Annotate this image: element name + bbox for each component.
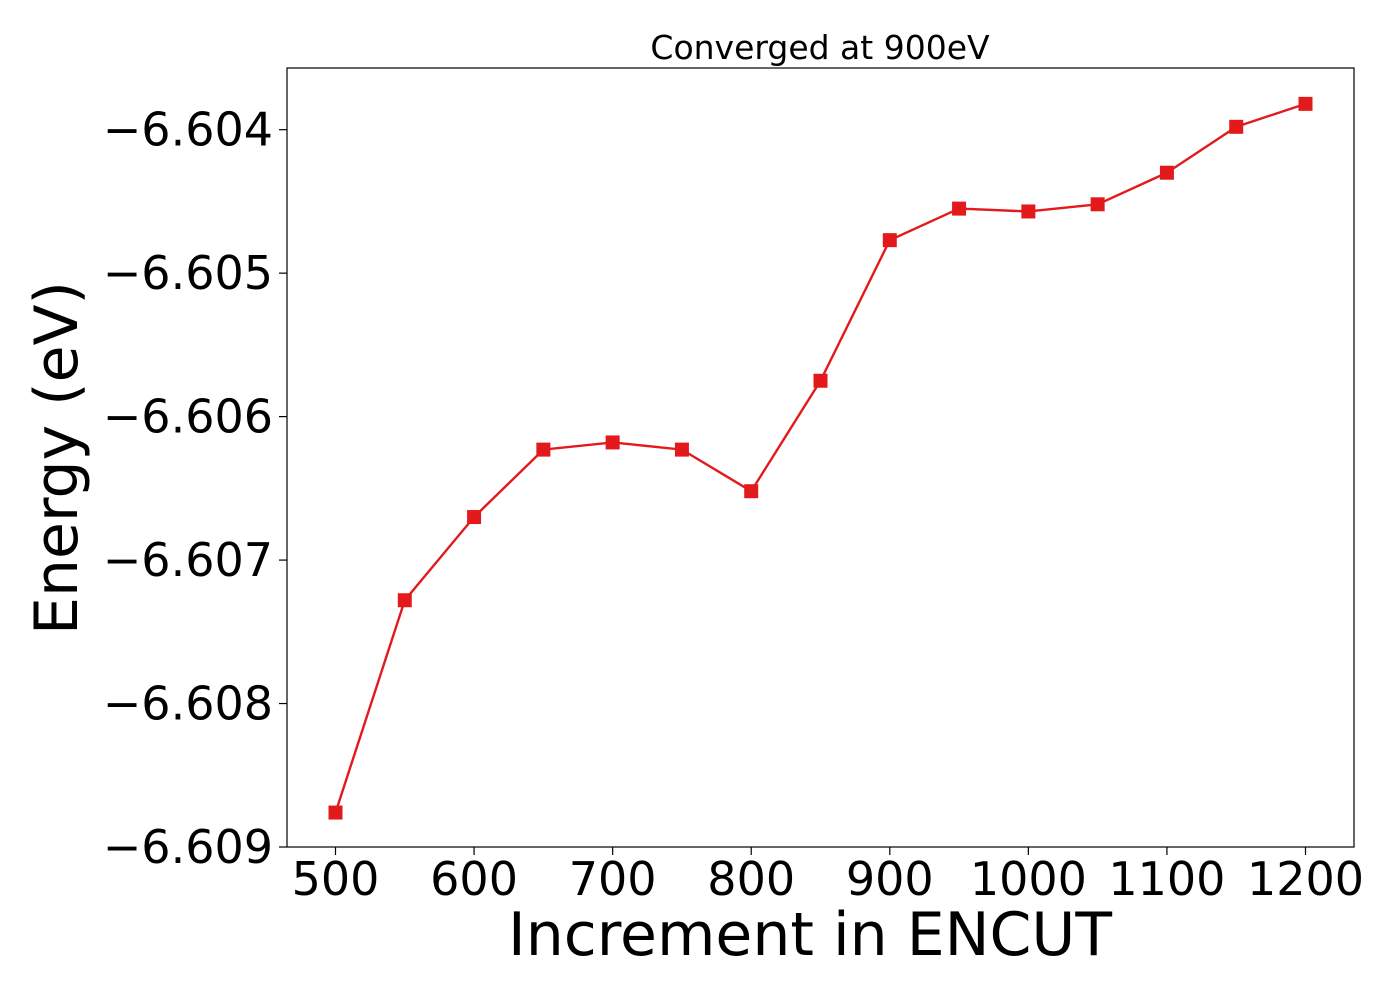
data-point-marker xyxy=(882,233,897,248)
series-line xyxy=(334,102,1306,813)
data-point-marker xyxy=(1021,204,1036,219)
x-tick-label: 1200 xyxy=(1247,852,1364,906)
x-tick-label: 1000 xyxy=(970,852,1087,906)
data-point-marker xyxy=(397,593,412,608)
x-axis-ticks: 500 600 700 800 900 1000 1100 1200 xyxy=(292,847,1364,906)
data-point-marker xyxy=(1298,96,1313,111)
data-point-marker xyxy=(952,201,967,216)
y-tick-label: −6.606 xyxy=(103,390,273,444)
y-tick-label: −6.608 xyxy=(103,677,273,731)
data-point-marker xyxy=(328,805,343,820)
x-tick-label: 1100 xyxy=(1108,852,1225,906)
x-tick-label: 600 xyxy=(430,852,518,906)
y-tick-label: −6.609 xyxy=(103,820,273,874)
x-tick-label: 700 xyxy=(569,852,657,906)
data-point-marker xyxy=(674,442,689,457)
data-point-marker xyxy=(605,435,620,450)
plot-area xyxy=(286,67,1355,848)
data-point-marker xyxy=(1229,119,1244,134)
data-point-marker xyxy=(744,484,759,499)
x-axis-label: Increment in ENCUT xyxy=(508,900,1112,970)
data-point-marker xyxy=(813,373,828,388)
y-tick-label: −6.605 xyxy=(103,246,273,300)
y-axis-label: Energy (eV) xyxy=(22,281,92,635)
x-tick-label: 500 xyxy=(292,852,380,906)
series-layer xyxy=(328,96,1313,820)
y-axis-ticks: −6.604 −6.605 −6.606 −6.607 −6.608 −6.609 xyxy=(103,103,287,874)
x-tick-label: 900 xyxy=(846,852,934,906)
data-point-marker xyxy=(536,442,551,457)
data-point-marker xyxy=(1090,197,1105,212)
data-point-marker xyxy=(1159,165,1174,180)
y-tick-label: −6.607 xyxy=(103,533,273,587)
chart-title: Converged at 900eV xyxy=(650,28,990,67)
x-tick-label: 800 xyxy=(707,852,795,906)
y-tick-label: −6.604 xyxy=(103,103,273,157)
data-point-marker xyxy=(467,510,482,525)
